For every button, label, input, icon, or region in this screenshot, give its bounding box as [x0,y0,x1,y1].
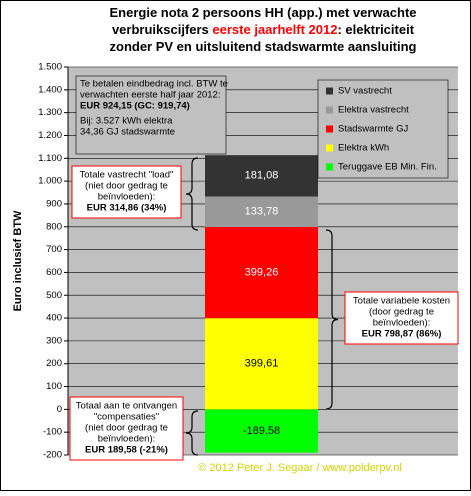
info-total: EUR 924,15 (GC: 919,74) [80,101,190,112]
callout-box [344,291,459,345]
callout-text: Totale variabele kosten [353,296,450,307]
info-detail: Bij: 3.527 kWh elektra [80,116,173,127]
brace [325,229,339,410]
y-tick-label: 500 [46,290,62,301]
brace [185,157,199,231]
value-label: 399,61 [245,358,279,370]
legend-swatch [326,87,333,95]
info-text: Te betalen eindbedrag incl. BTW te [80,79,228,90]
info-box [75,75,227,155]
y-tick-label: 1.400 [38,84,62,95]
y-tick-label: 900 [46,198,62,209]
callout-text: Totale vastrecht "load" [80,170,174,181]
callout-text: Totaal aan te ontvangen [76,401,177,412]
y-tick-label: 1.300 [38,107,62,118]
bar-segment [205,409,318,453]
callout-box [69,396,184,461]
y-tick-label: 600 [46,267,62,278]
chart-title: Energie nota 2 persoons HH (app.) met ve… [109,5,416,54]
y-tick-label: -100 [43,427,62,438]
callout-text: (door gedrag te [369,307,434,318]
y-tick-label: 1.000 [38,176,62,187]
callout-text: (niet door gedrag te [85,423,168,434]
callout-text: "compensaties" [94,412,159,423]
y-tick-label: 0 [57,404,62,415]
y-tick-label: 1.100 [38,153,62,164]
info-detail: 34,36 GJ stadswarmte [80,127,175,138]
legend-swatch [326,144,333,152]
bar-segment [205,155,318,197]
callout-text: (niet door gedrag te [85,181,168,192]
value-label: 181,08 [245,170,279,182]
callout-text: beïnvloeden): [373,318,431,329]
title-part: verbruikscijfers [112,22,212,37]
title-part: eerste jaarhelft 2012 [212,22,337,37]
title-part: Energie nota 2 persoons HH (app.) met ve… [109,5,416,20]
bar-segment [205,227,318,319]
legend-label: Elektra kWh [338,143,389,154]
legend-label: Elektra vastrecht [338,105,409,116]
info-text: verwachten eerste half jaar 2012: [80,90,220,101]
callout-total: EUR 314,86 (34%) [87,203,167,214]
bar-segment [205,196,318,228]
copyright: © 2012 Peter J. Segaar / www.polderpv.nl [198,462,402,474]
legend-label: Stadswarmte GJ [338,124,408,135]
callout-total: EUR 189,58 (-21%) [85,445,168,456]
value-label: 133,78 [245,206,279,218]
y-tick-label: 100 [46,381,62,392]
value-label: 399,26 [245,266,279,278]
callout-box [71,165,182,219]
y-tick-label: -200 [43,450,62,461]
y-tick-label: 1.500 [38,62,62,73]
legend-box [317,79,449,179]
legend-label: Teruggave EB Min. Fin. [338,162,437,173]
bar-segment [205,318,318,410]
callout-total: EUR 798,87 (86%) [362,329,442,340]
callout-text: beïnvloeden): [98,192,156,203]
brace [185,410,199,456]
y-tick-label: 700 [46,244,62,255]
y-tick-label: 400 [46,313,62,324]
y-tick-label: 300 [46,335,62,346]
value-label: -189,58 [243,425,280,437]
y-tick-label: 1.200 [38,130,62,141]
y-axis-label: Euro inclusief BTW [12,210,24,311]
callout-text: beïnvloeden): [98,434,156,445]
legend-swatch [326,163,333,171]
title-part: zonder PV en uitsluitend stadswarmte aan… [110,39,417,54]
y-tick-label: 800 [46,221,62,232]
title-part: : elektriciteit [337,22,414,37]
y-tick-label: 200 [46,358,62,369]
legend-swatch [326,125,333,133]
legend-label: SV vastrecht [338,86,392,97]
legend-swatch [326,106,333,114]
